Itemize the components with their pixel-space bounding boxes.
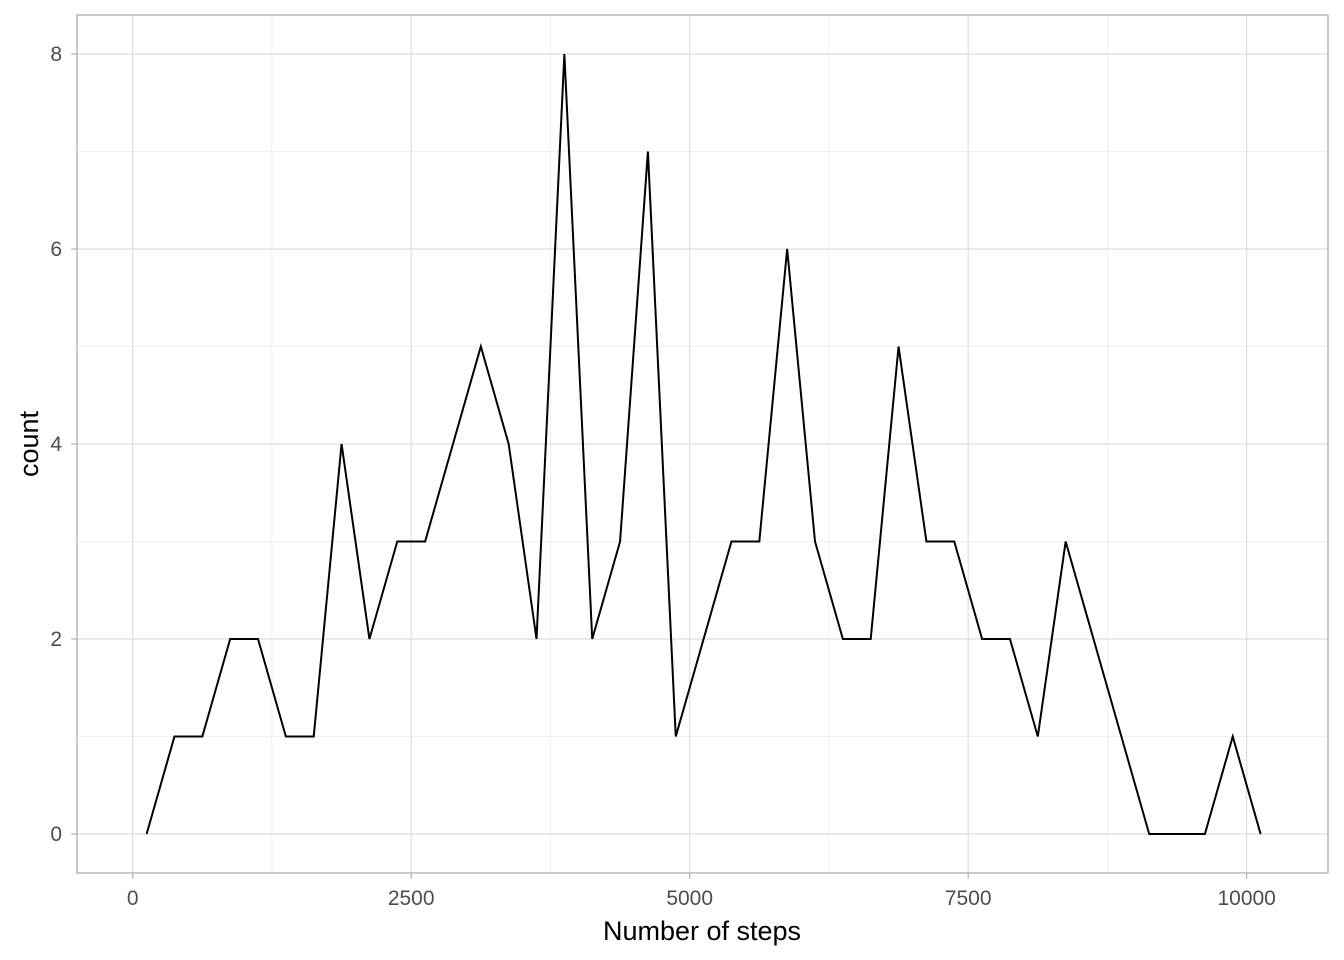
y-tick-label: 4: [50, 433, 62, 456]
major-gridlines: [77, 15, 1328, 873]
y-tick-label: 6: [50, 238, 62, 261]
x-tick-label: 7500: [945, 887, 992, 910]
x-tick-label: 5000: [666, 887, 713, 910]
y-axis-ticks: 0 2 4 6 8: [50, 43, 77, 846]
y-tick-label: 0: [50, 823, 62, 846]
series-line: [145, 53, 1262, 835]
x-tick-label: 10000: [1217, 887, 1275, 910]
x-tick-label: 2500: [388, 887, 435, 910]
y-tick-label: 8: [50, 43, 62, 66]
x-axis-ticks: 0 2500 5000 7500 10000: [127, 873, 1276, 910]
y-axis-title: count: [14, 410, 44, 477]
series-layer: [145, 53, 1262, 835]
x-tick-label: 0: [127, 887, 139, 910]
y-tick-label: 2: [50, 628, 62, 651]
x-axis-title: Number of steps: [603, 916, 801, 946]
